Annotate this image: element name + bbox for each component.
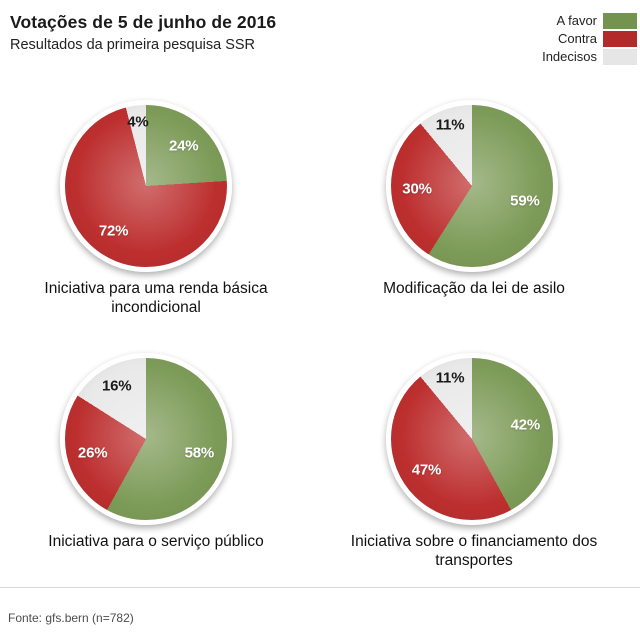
pie-chart-renda-basica: 24% 72% 4% (60, 100, 232, 272)
slice-label: 11% (435, 369, 465, 387)
slice-label: 72% (98, 222, 129, 240)
header: Votações de 5 de junho de 2016 Resultado… (10, 12, 276, 53)
legend: A favor Contra Indecisos (542, 13, 637, 67)
legend-item-indecisos: Indecisos (542, 49, 637, 65)
slice-label: 11% (435, 116, 465, 134)
legend-item-contra: Contra (542, 31, 637, 47)
legend-swatch-indecisos (603, 49, 637, 65)
slice-label: 4% (127, 113, 149, 131)
pie-chart-financiamento-transportes: 42% 47% 11% (386, 353, 558, 525)
pie-title-servico-publico: Iniciativa para o serviço público (0, 532, 312, 551)
pie-title-renda-basica: Iniciativa para uma renda básica incondi… (0, 279, 312, 317)
pie-chart-servico-publico: 58% 26% 16% (60, 353, 232, 525)
legend-swatch-a-favor (603, 13, 637, 29)
page-subtitle: Resultados da primeira pesquisa SSR (10, 36, 256, 53)
legend-label-a-favor: A favor (556, 13, 597, 28)
pie-title-text: Iniciativa sobre o financiamento dos tra… (350, 533, 598, 570)
legend-swatch-contra (603, 31, 637, 47)
slice-label: 42% (510, 416, 541, 434)
slice-label: 26% (77, 444, 108, 462)
slice-label: 47% (411, 461, 442, 479)
pie-title-lei-de-asilo: Modificação da lei de asilo (324, 279, 624, 298)
legend-label-indecisos: Indecisos (542, 49, 597, 64)
slice-label: 16% (102, 377, 132, 395)
pie-title-text: Iniciativa para o serviço público (48, 533, 264, 550)
page-title: Votações de 5 de junho de 2016 (10, 12, 277, 32)
footer-divider (0, 587, 640, 588)
slice-label: 24% (168, 137, 199, 155)
pie-chart-lei-de-asilo: 59% 30% 11% (386, 100, 558, 272)
slice-label: 59% (510, 192, 540, 210)
pie-title-financiamento-transportes: Iniciativa sobre o financiamento dos tra… (324, 532, 624, 570)
legend-label-contra: Contra (557, 31, 597, 46)
pie-title-text: Modificação da lei de asilo (383, 280, 565, 297)
legend-item-a-favor: A favor (542, 13, 637, 29)
source-note: Fonte: gfs.bern (n=782) (8, 611, 134, 625)
slice-label: 58% (184, 444, 215, 462)
slice-label: 30% (402, 180, 432, 198)
pie-title-text: Iniciativa para uma renda básica incondi… (44, 280, 268, 317)
